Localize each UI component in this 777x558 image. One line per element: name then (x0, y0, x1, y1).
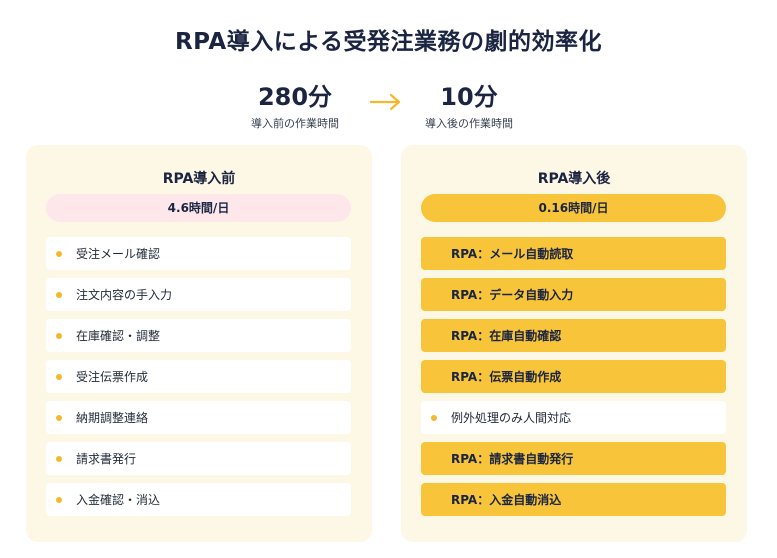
bullet-dot-icon (56, 291, 62, 298)
task-item-label: 受注メール確認 (76, 247, 161, 261)
task-item: RPA：入金自動消込 (421, 483, 726, 516)
task-item-label: RPA：入金自動消込 (451, 493, 562, 507)
after-time-label: 導入後の作業時間 (425, 117, 513, 130)
task-item-label: 例外処理のみ人間対応 (451, 411, 572, 425)
after-panel-title: RPA導入後 (537, 171, 611, 187)
bullet-dot-icon (56, 250, 62, 257)
bullet-dot-icon (56, 496, 62, 503)
after-stat: 10分 導入後の作業時間 (404, 82, 534, 131)
task-item: 在庫確認・調整 (46, 319, 351, 352)
task-item-label: RPA：データ自動入力 (451, 288, 574, 302)
bullet-dot-icon (56, 455, 62, 462)
task-item-label: 注文内容の手入力 (76, 288, 173, 302)
task-item-label: RPA：在庫自動確認 (451, 329, 562, 343)
arrow-right-icon (369, 93, 401, 111)
time-comparison: 280分 導入前の作業時間 10分 導入後の作業時間 (0, 82, 777, 142)
task-item: RPA：データ自動入力 (421, 278, 726, 311)
before-time-label: 導入前の作業時間 (251, 117, 339, 130)
task-item-label: 入金確認・消込 (76, 493, 161, 507)
bullet-dot-icon (56, 373, 62, 380)
before-task-list: 受注メール確認 注文内容の手入力 在庫確認・調整 受注伝票作成 納期調整連絡 請求書発行入… (46, 237, 351, 524)
bullet-dot-icon (56, 332, 62, 339)
task-item-label: RPA：メール自動読取 (451, 247, 574, 261)
bullet-dot-icon (56, 414, 62, 421)
before-time-badge: 4.6時間/日 (46, 194, 351, 222)
before-time-value: 280分 (257, 83, 333, 111)
task-item-label: RPA：伝票自動作成 (451, 370, 562, 384)
after-panel: RPA導入後 0.16時間/日 RPA：メール自動読取 RPA：データ自動入力 RP… (401, 145, 747, 542)
before-stat: 280分 導入前の作業時間 (230, 82, 360, 131)
task-item: 請求書発行 (46, 442, 351, 475)
task-item: RPA：メール自動読取 (421, 237, 726, 270)
task-item-label: 納期調整連絡 (76, 411, 149, 425)
task-item-label: 受注伝票作成 (76, 370, 149, 384)
before-panel: RPA導入前 4.6時間/日 受注メール確認 注文内容の手入力 在庫確認・調整 受注伝… (26, 145, 372, 542)
before-panel-title: RPA導入前 (162, 171, 236, 187)
page-title: RPA導入による受発注業務の劇的効率化 (174, 29, 603, 55)
task-item: RPA：請求書自動発行 (421, 442, 726, 475)
task-item: RPA：在庫自動確認 (421, 319, 726, 352)
task-item-label: 在庫確認・調整 (76, 329, 161, 343)
task-item: 例外処理のみ人間対応 (421, 401, 726, 434)
after-time-value: 10分 (440, 83, 498, 111)
task-item: 受注メール確認 (46, 237, 351, 270)
task-item: 受注伝票作成 (46, 360, 351, 393)
task-item: 入金確認・消込 (46, 483, 351, 516)
task-item-label: RPA：請求書自動発行 (451, 452, 574, 466)
task-item: 注文内容の手入力 (46, 278, 351, 311)
task-item: RPA：伝票自動作成 (421, 360, 726, 393)
after-time-badge: 0.16時間/日 (421, 194, 726, 222)
task-item: 納期調整連絡 (46, 401, 351, 434)
bullet-dot-icon (431, 414, 437, 421)
after-task-list: RPA：メール自動読取 RPA：データ自動入力 RPA：在庫自動確認 RPA：伝票自動… (421, 237, 726, 524)
task-item-label: 請求書発行 (76, 452, 137, 466)
